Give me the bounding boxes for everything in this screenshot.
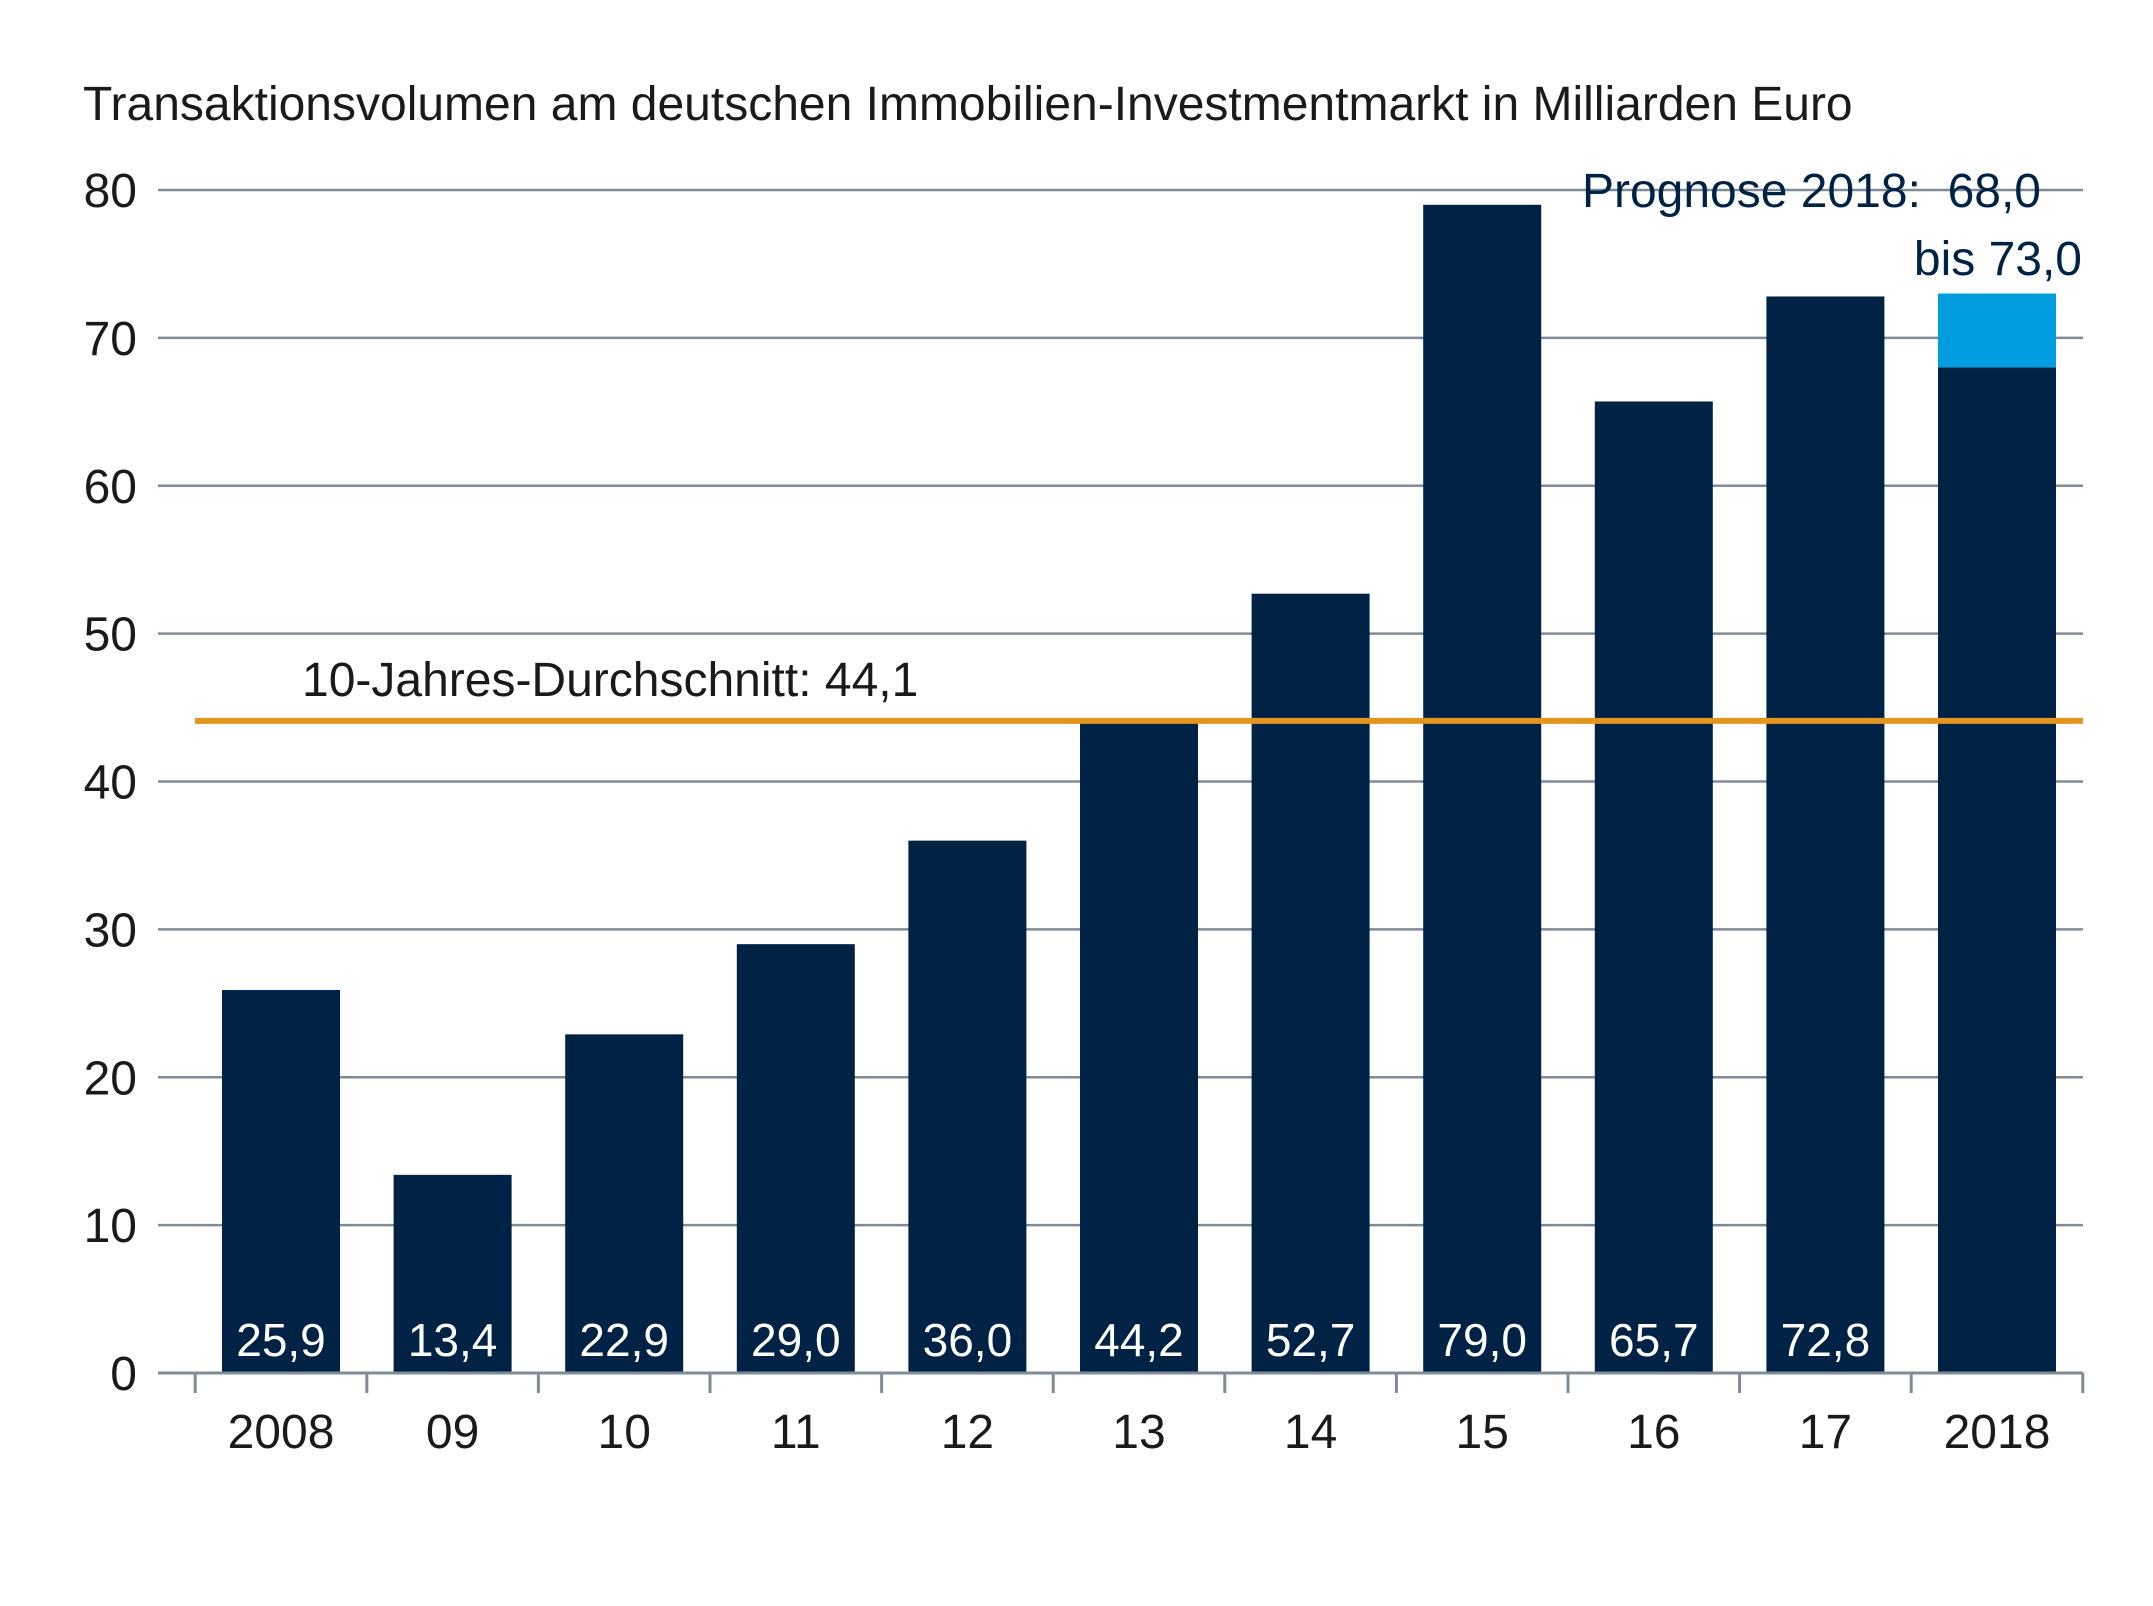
y-tick-label-40: 40 (84, 757, 137, 810)
y-tick-label-0: 0 (110, 1348, 137, 1401)
reference-average-label: 10-Jahres-Durchschnitt: 44,1 (302, 654, 918, 707)
forecast-annotation: Prognose 2018: 68,0 bis 73,0 (1582, 165, 2082, 286)
forecast-label-line-2: bis 73,0 (1914, 233, 2082, 286)
x-tick-label-14: 14 (1284, 1406, 1337, 1459)
bar-value-label-11: 29,0 (751, 1314, 841, 1366)
x-tick-label-2018: 2018 (1944, 1406, 2051, 1459)
y-tick-label-60: 60 (84, 461, 137, 514)
bar-2018 (1938, 367, 2056, 1373)
x-axis: 2008 09 10 11 12 13 14 15 16 17 2018 (158, 1371, 2085, 1459)
x-tick-label-16: 16 (1627, 1406, 1680, 1459)
bar-12 (908, 840, 1027, 1373)
bar-15 (1423, 204, 1542, 1374)
bar-value-label-09: 13,4 (408, 1314, 498, 1366)
x-tick-label-15: 15 (1456, 1406, 1509, 1459)
bar-value-label-13: 44,2 (1094, 1314, 1184, 1366)
y-tick-label-10: 10 (84, 1200, 137, 1253)
bar-value-label-2008: 25,9 (236, 1314, 326, 1366)
bar-17 (1766, 296, 1885, 1374)
x-tick-label-11: 11 (771, 1406, 821, 1459)
bar-11 (736, 944, 855, 1373)
bar-value-label-16: 65,7 (1609, 1314, 1699, 1366)
bar-value-label-12: 36,0 (923, 1314, 1013, 1366)
x-tick-label-2008: 2008 (228, 1406, 335, 1459)
chart-title: Transaktionsvolumen am deutschen Immobil… (83, 78, 1853, 131)
y-axis-ticks: 0 10 20 30 40 50 60 70 80 (84, 165, 137, 1401)
y-tick-label-70: 70 (84, 313, 137, 366)
bar-2008 (222, 990, 340, 1373)
y-tick-label-80: 80 (84, 165, 137, 218)
bar-13 (1080, 719, 1198, 1373)
bar-14 (1251, 593, 1370, 1373)
x-tick-label-12: 12 (941, 1406, 994, 1459)
y-tick-label-30: 30 (84, 904, 137, 957)
bar-value-label-15: 79,0 (1437, 1314, 1527, 1366)
bar-value-label-17: 72,8 (1781, 1314, 1871, 1366)
x-tick-label-13: 13 (1112, 1406, 1165, 1459)
x-tick-label-10: 10 (598, 1406, 651, 1459)
x-tick-label-17: 17 (1799, 1406, 1852, 1459)
bar-16 (1594, 401, 1713, 1373)
forecast-range-segment (1938, 293, 2056, 368)
y-tick-label-20: 20 (84, 1052, 137, 1105)
bar-10 (565, 1034, 684, 1373)
forecast-label-line-1: Prognose 2018: 68,0 (1582, 165, 2041, 218)
reference-line-group: 10-Jahres-Durchschnitt: 44,1 (195, 654, 2083, 724)
bars: 25,9 13,4 22,9 29,0 36,0 44,2 52,7 79,0 65,7 72,8 (222, 204, 2056, 1374)
bar-09 (393, 1174, 512, 1373)
y-tick-label-50: 50 (84, 609, 137, 662)
bar-value-label-10: 22,9 (579, 1314, 669, 1366)
x-tick-label-09: 09 (426, 1406, 479, 1459)
bar-value-label-14: 52,7 (1266, 1314, 1356, 1366)
